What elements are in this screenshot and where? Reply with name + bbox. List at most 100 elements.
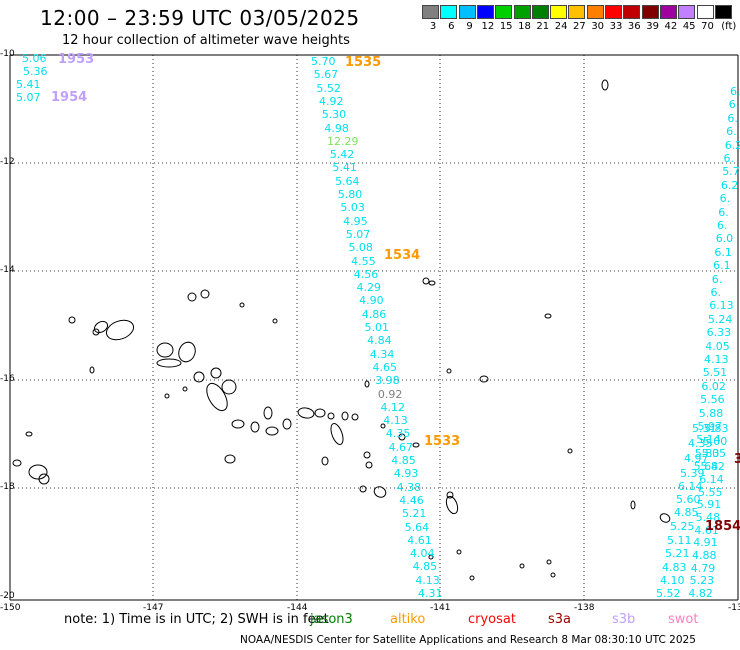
colorbar-label: 27 [573,21,586,32]
wave-height-value: 6. [718,205,729,219]
wave-height-value: 4.38 [396,480,422,494]
wave-height-value: 4.35 [385,427,411,441]
wave-height-value: 4.13 [415,573,440,587]
wave-height-value: 4.91 [693,536,718,550]
wave-height-value: 5.64 [693,460,719,474]
wave-height-value: 5.21 [665,547,690,560]
wave-height-value: 6. [728,98,740,112]
island-outline [321,456,329,466]
wave-height-value: 5.83 [704,422,729,435]
colorbar-label: 39 [646,21,659,32]
island-outline [164,393,170,399]
wave-height-value: 5.03 [340,201,365,215]
island-outline [92,328,100,336]
wave-height-value: 6.14 [678,480,703,493]
island-outline [239,302,245,308]
island-outline [519,563,525,569]
wave-height-value: 4.83 [662,561,687,574]
island-outline [445,495,459,515]
wave-height-value: 6. [711,272,723,286]
colorbar-label: 70 [701,21,714,32]
colorbar-swatch [495,5,513,19]
wave-height-value: 4.13 [383,414,408,428]
wave-height-value: 5.64 [335,174,360,188]
wave-height-value: 5.41 [332,161,357,175]
island-outline [567,448,573,454]
longitude-tick-label: -147 [143,603,164,613]
colorbar-label: 15 [499,21,513,32]
wave-height-value: 5.41 [16,78,41,91]
island-outline [224,454,236,464]
island-outline [297,407,315,419]
colorbar-label: 33 [609,21,623,32]
longitude-tick-label: -141 [430,603,451,613]
island-outline [373,486,387,498]
wave-height-value: 6.0 [715,232,734,246]
island-outline [105,319,135,341]
island-outline [351,413,359,421]
wave-height-value: 4.34 [369,347,395,361]
wave-height-value: 5.00 [702,434,728,448]
wave-height-value: 4.12 [380,400,406,414]
wave-height-value: 5.67 [313,68,339,82]
island-outline [265,426,279,436]
wave-height-value: 4.84 [367,334,392,348]
longitude-tick-label: -13 [728,603,740,613]
wave-height-value: 4.86 [361,307,387,321]
island-outline [182,386,188,392]
wave-height-value: 5.06 [22,52,47,65]
wave-height-value: 4.95 [343,214,368,228]
wave-height-value: 4.65 [372,360,398,374]
wave-height-value: 5.30 [321,108,347,122]
colorbar-swatch [422,5,439,19]
wave-height-value: 5.60 [676,493,701,506]
longitude-tick-label: -144 [287,603,308,613]
island-outline [479,375,489,383]
island-outline [38,473,50,485]
wave-height-value: 5.25 [670,520,695,533]
latitude-tick-label: -16 [0,374,15,384]
island-outline [456,549,462,555]
satellite-legend-cryosat: cryosat [468,612,516,627]
wave-height-value: 5.14 [696,433,721,447]
island-outline [206,382,228,412]
wave-height-value: 5.48 [695,510,721,524]
island-outline [272,318,278,324]
colorbar-label: 3 [429,21,437,32]
island-outline [314,408,326,418]
colorbar-swatch [550,5,568,19]
wave-height-value: 5.55 [698,485,723,499]
wave-height-value: 4.04 [409,547,435,561]
colorbar-swatch [678,5,696,19]
island-outline [601,79,609,91]
wave-height-value: 6. [727,111,738,125]
wave-height-value: 5.64 [404,520,430,534]
island-outline [327,412,335,420]
island-outline [398,433,406,441]
map-title: 12:00 – 23:59 UTC 03/05/2025 [40,6,360,30]
colorbar-swatch [659,5,677,19]
wave-height-value: 4.61 [407,533,432,547]
wave-height-value: 4.85 [412,560,438,574]
island-outline [446,368,452,374]
colorbar-swatch [568,5,586,19]
wave-height-value: 5.39 [680,467,705,480]
wave-height-value: 0.92 [377,387,403,401]
colorbar-label: 12 [481,21,495,32]
wave-height-value: 4.67 [388,440,414,454]
wave-height-value: 6. [726,125,737,139]
island-outline [380,423,386,429]
colorbar-label: 9 [466,21,473,32]
island-outline [282,418,292,430]
wave-height-value: 5.82 [700,460,725,474]
colorbar-label: (ft) [721,21,737,32]
latitude-tick-label: -12 [0,157,15,167]
wave-height-value: 5.07 [345,227,371,241]
wave-height-value: 4.79 [690,561,716,575]
wave-height-value: 4.46 [399,493,424,507]
wave-height-value: 6.1 [714,245,732,259]
colorbar-swatch [513,5,531,19]
island-outline [469,575,475,581]
colorbar-swatch [605,5,622,19]
